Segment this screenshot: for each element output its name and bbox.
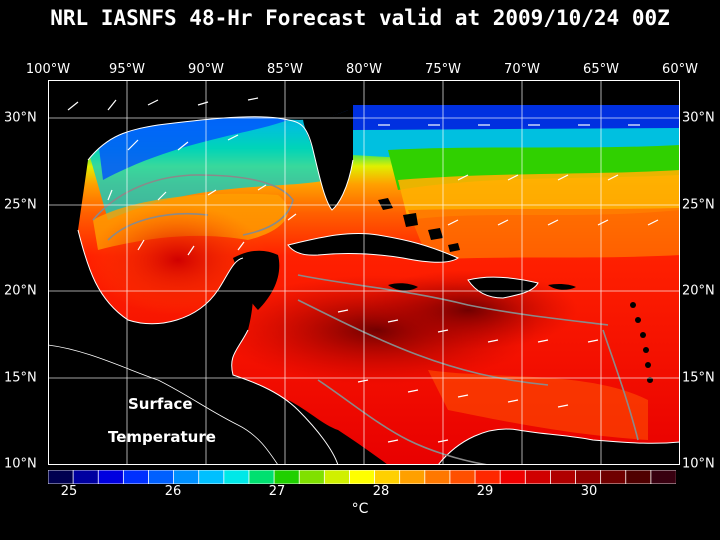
colorbar-swatch [223, 470, 250, 484]
colorbar-swatch [72, 470, 99, 484]
colorbar-swatch [248, 470, 275, 484]
map-frame [48, 80, 680, 465]
colorbar-swatch [575, 470, 602, 484]
lat-label-right: 30°N [682, 110, 715, 126]
lat-label-left: 15°N [4, 370, 37, 386]
lon-label: 85°W [267, 62, 303, 77]
lon-label: 70°W [504, 62, 540, 77]
map-label-temperature: Temperature [108, 428, 216, 446]
coastlines [48, 116, 680, 465]
lat-label-left: 20°N [4, 283, 37, 299]
lat-lon-grid [48, 80, 680, 465]
lat-label-right: 20°N [682, 283, 715, 299]
colorbar-swatch [625, 470, 652, 484]
lon-label: 75°W [425, 62, 461, 77]
colorbar-swatch [173, 470, 200, 484]
lon-label: 90°W [188, 62, 224, 77]
colorbar-tick-label: 29 [476, 484, 494, 499]
colorbar-swatch [323, 470, 351, 484]
lon-label: 95°W [109, 62, 145, 77]
colorbar-swatch [600, 470, 627, 484]
lat-label-left: 25°N [4, 197, 37, 213]
depth-contours [92, 174, 639, 465]
colorbar-swatch [273, 470, 300, 484]
colorbar-unit: °C [351, 501, 369, 517]
colorbar-swatch [198, 470, 225, 484]
colorbar-tick-label: 26 [164, 484, 182, 499]
lon-label: 65°W [583, 62, 619, 77]
land-masses [48, 80, 680, 465]
map-label-surface: Surface [128, 395, 193, 413]
colorbar-swatch [122, 470, 150, 484]
lon-label: 100°W [25, 62, 71, 77]
colorbar-tick-label: 27 [268, 484, 286, 499]
colorbar-swatch [148, 470, 175, 484]
lon-label: 60°W [662, 62, 698, 77]
colorbar-swatch [48, 470, 74, 484]
figure-title: NRL IASNFS 48-Hr Forecast valid at 2009/… [50, 6, 670, 30]
colorbar-tick-label: 30 [580, 484, 598, 499]
colorbar-swatch [298, 470, 326, 484]
colorbar-swatch [374, 470, 401, 484]
lat-label-left: 30°N [4, 110, 37, 126]
colorbar-swatch [524, 470, 552, 484]
colorbar-swatch [399, 470, 426, 484]
sst-map [48, 80, 680, 465]
lat-label-right: 25°N [682, 197, 715, 213]
colorbar-swatch [449, 470, 476, 484]
colorbar-tick-label: 28 [372, 484, 390, 499]
colorbar-swatch [349, 470, 376, 484]
colorbar-swatch [499, 470, 526, 484]
colorbar-swatch [97, 470, 125, 484]
colorbar-tick-label: 25 [60, 484, 78, 499]
colorbar-swatch [474, 470, 501, 484]
lat-label-right: 10°N [682, 456, 715, 472]
colorbar-swatch [549, 470, 577, 484]
colorbar-swatch [424, 470, 451, 484]
colorbar [48, 470, 676, 484]
lat-label-left: 10°N [4, 456, 37, 472]
colorbar-swatch [650, 470, 676, 484]
lat-label-right: 15°N [682, 370, 715, 386]
wind-vectors [67, 97, 659, 443]
lon-label: 80°W [346, 62, 382, 77]
